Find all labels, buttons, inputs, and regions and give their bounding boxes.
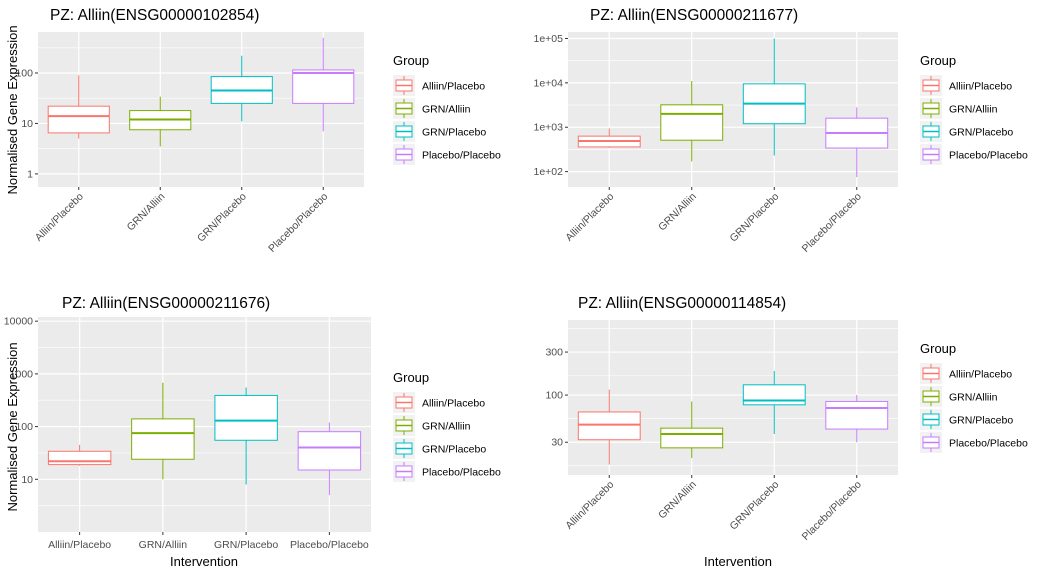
y-tick-label: 300 xyxy=(545,347,563,359)
x-tick-label: GRN/Placebo xyxy=(727,479,781,533)
y-tick-label: 10 xyxy=(21,118,33,130)
x-tick-label: Alliin/Placebo xyxy=(563,191,616,244)
box-alliin-placebo xyxy=(577,389,641,465)
x-tick-label: Placebo/Placebo xyxy=(266,191,330,255)
box-grn-placebo xyxy=(742,370,806,435)
legend: Group Alliin/Placebo GRN/Alliin GRN/Placebo… xyxy=(393,53,501,165)
legend-label: Placebo/Placebo xyxy=(422,467,501,479)
legend-label: GRN/Alliin xyxy=(422,104,471,116)
box-alliin-placebo xyxy=(47,75,110,139)
box-iqr xyxy=(131,418,195,460)
y-tick-label: 100 xyxy=(545,390,563,402)
y-tick-label: 1e+05 xyxy=(534,33,564,45)
y-tick-label: 1e+04 xyxy=(534,77,564,89)
panel-title: PZ: Alliin(ENSG00000211677) xyxy=(590,7,798,24)
y-axis-label: Normalised Gene Expression xyxy=(5,342,20,511)
box-iqr xyxy=(742,384,806,406)
panel-3: 10 100 1000 10000 Alliin/Placebo GRN/Alliin GR… xyxy=(4,295,501,569)
legend: Group Alliin/Placebo GRN/Alliin GRN/Placebo… xyxy=(393,370,501,482)
panel-2: 1e+02 1e+03 1e+04 1e+05 Alliin/Placebo GRN/Al… xyxy=(534,7,1028,255)
legend-label: Alliin/Placebo xyxy=(949,81,1012,93)
box-placebo-placebo xyxy=(825,395,889,443)
box-grn-alliin xyxy=(660,81,724,162)
y-tick-label: 1e+02 xyxy=(534,166,564,178)
panel-background xyxy=(568,320,898,475)
legend-label: GRN/Placebo xyxy=(422,127,486,139)
x-tick-label: GRN/Alliin xyxy=(656,191,699,234)
x-axis-label: Intervention xyxy=(170,554,238,569)
box-grn-alliin xyxy=(129,96,192,147)
y-tick-label: 100 xyxy=(15,421,33,433)
panel-title: PZ: Alliin(ENSG00000114854) xyxy=(578,295,786,312)
panel-title: PZ: Alliin(ENSG00000211676) xyxy=(62,295,270,312)
x-tick-label: GRN/Placebo xyxy=(214,539,278,551)
legend-label: Placebo/Placebo xyxy=(949,150,1028,162)
box-iqr xyxy=(47,450,112,466)
panel-title: PZ: Alliin(ENSG00000102854) xyxy=(50,7,259,24)
box-iqr xyxy=(660,427,724,449)
box-alliin-placebo xyxy=(47,444,112,466)
legend-title: Group xyxy=(393,53,429,68)
box-iqr xyxy=(660,104,724,141)
box-grn-alliin xyxy=(131,382,195,480)
box-iqr xyxy=(292,69,355,104)
y-tick-label: 30 xyxy=(551,437,563,449)
box-iqr xyxy=(577,411,641,441)
panel-background xyxy=(38,317,371,532)
legend-title: Group xyxy=(393,370,429,385)
legend: Group Alliin/Placebo GRN/Alliin GRN/Placebo… xyxy=(920,341,1028,453)
x-tick-label: GRN/Placebo xyxy=(727,191,781,245)
box-grn-placebo xyxy=(210,55,273,122)
y-tick-label: 1e+03 xyxy=(534,122,564,134)
x-axis-label: Intervention xyxy=(704,554,772,569)
legend-label: GRN/Placebo xyxy=(422,444,486,456)
legend-label: GRN/Alliin xyxy=(422,421,471,433)
legend-title: Group xyxy=(920,53,956,68)
legend-label: GRN/Placebo xyxy=(949,415,1013,427)
panel-1: 1 10 100 Alliin/Placebo GRN/Alliin GRN/Placeb… xyxy=(5,7,501,255)
legend-label: Alliin/Placebo xyxy=(422,398,485,410)
panel-background xyxy=(568,32,898,187)
x-tick-label: Placebo/Placebo xyxy=(800,191,864,255)
box-iqr xyxy=(214,394,278,441)
box-grn-alliin xyxy=(660,401,724,459)
box-placebo-placebo xyxy=(297,422,362,496)
x-tick-label: GRN/Alliin xyxy=(656,479,699,522)
y-tick-label: 1 xyxy=(27,168,33,180)
legend-label: GRN/Placebo xyxy=(949,127,1013,139)
y-axis-label: Normalised Gene Expression xyxy=(5,25,20,194)
legend-title: Group xyxy=(920,341,956,356)
x-tick-label: Alliin/Placebo xyxy=(33,191,86,244)
box-alliin-placebo xyxy=(577,128,641,149)
legend-label: GRN/Alliin xyxy=(949,392,998,404)
y-tick-label: 100 xyxy=(15,68,33,80)
x-tick-label: Placebo/Placebo xyxy=(290,539,369,551)
box-iqr xyxy=(297,431,362,471)
x-tick-label: Placebo/Placebo xyxy=(800,479,864,543)
legend: Group Alliin/Placebo GRN/Alliin GRN/Placebo… xyxy=(920,53,1028,165)
y-tick-label: 10 xyxy=(21,474,33,486)
box-iqr xyxy=(825,400,889,430)
legend-label: Placebo/Placebo xyxy=(422,150,501,162)
y-tick-label: 10000 xyxy=(4,316,33,328)
legend-label: Placebo/Placebo xyxy=(949,438,1028,450)
x-tick-label: Alliin/Placebo xyxy=(48,539,111,551)
legend-label: Alliin/Placebo xyxy=(422,81,485,93)
box-iqr xyxy=(47,105,110,134)
panel-4: 30 100 300 Alliin/Placebo GRN/Alliin GRN/Plac… xyxy=(545,295,1027,569)
box-placebo-placebo xyxy=(825,107,889,178)
x-tick-label: GRN/Alliin xyxy=(139,539,188,551)
box-placebo-placebo xyxy=(292,37,355,132)
x-tick-label: Alliin/Placebo xyxy=(563,479,616,532)
box-grn-placebo xyxy=(214,387,278,485)
box-grn-placebo xyxy=(742,38,806,156)
y-tick-label: 1000 xyxy=(10,368,34,380)
legend-label: Alliin/Placebo xyxy=(949,369,1012,381)
legend-label: GRN/Alliin xyxy=(949,104,998,116)
x-tick-label: GRN/Placebo xyxy=(195,191,249,245)
x-tick-label: GRN/Alliin xyxy=(125,191,168,234)
